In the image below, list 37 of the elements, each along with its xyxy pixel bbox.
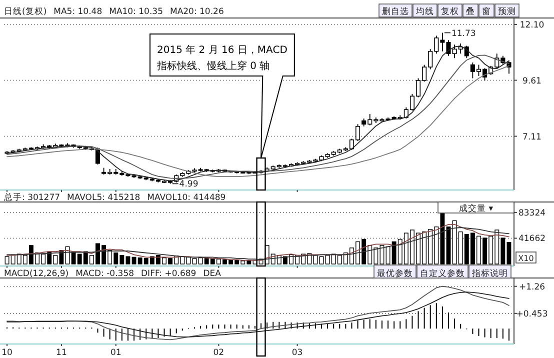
y-tick-label: 9.61 bbox=[522, 76, 542, 86]
text: 自定义参数 bbox=[420, 268, 465, 279]
x-tick-label: 02 bbox=[213, 348, 224, 358]
annotation: 成交量 ▾ bbox=[459, 203, 494, 214]
text: 窗 bbox=[482, 6, 491, 17]
text: MA20: 10.26 bbox=[170, 7, 224, 17]
text: 日线(复权) bbox=[4, 6, 47, 17]
text: MACD(12,26,9) bbox=[4, 269, 69, 279]
text: MAVOL10: 414489 bbox=[147, 193, 226, 203]
y-tick-label: +0.453 bbox=[516, 309, 548, 320]
y-tick-label: 12.10 bbox=[520, 20, 544, 30]
text: MA10: 10.35 bbox=[109, 7, 163, 17]
x-tick-label: 01 bbox=[110, 348, 122, 358]
y-tick-label: +1.26 bbox=[518, 282, 546, 292]
text: 均线 bbox=[415, 6, 434, 17]
y-tick-label: 7.11 bbox=[522, 132, 542, 142]
annotation: 4.99 bbox=[179, 180, 198, 190]
y-tick-label: 83324 bbox=[518, 208, 546, 218]
x-tick-label: 11 bbox=[56, 348, 67, 358]
text: DIFF: +0.689 bbox=[141, 269, 196, 279]
text: MACD: -0.358 bbox=[76, 269, 134, 279]
text: MAVOL5: 415218 bbox=[67, 193, 140, 203]
x-tick-label: 10 bbox=[2, 348, 12, 358]
text: MA5: 10.48 bbox=[54, 7, 102, 17]
annotation: 2015 年 2 月 16 日，MACD 指标快线、慢线上穿 0 轴 bbox=[156, 44, 288, 72]
x-tick-label: 03 bbox=[292, 348, 303, 358]
annotation: 11.73 bbox=[451, 28, 476, 39]
text: 预测 bbox=[498, 6, 516, 17]
text: X10 bbox=[518, 254, 534, 263]
y-tick-label: 41662 bbox=[518, 234, 546, 244]
text: 最优参数 bbox=[377, 268, 413, 279]
text: 叠 bbox=[466, 6, 475, 17]
text: DEA bbox=[203, 269, 222, 279]
text: 指标说明 bbox=[471, 268, 508, 279]
text: 总手: 301277 bbox=[3, 192, 60, 203]
text: 删自选 bbox=[382, 6, 409, 17]
text: 复权 bbox=[441, 6, 459, 17]
